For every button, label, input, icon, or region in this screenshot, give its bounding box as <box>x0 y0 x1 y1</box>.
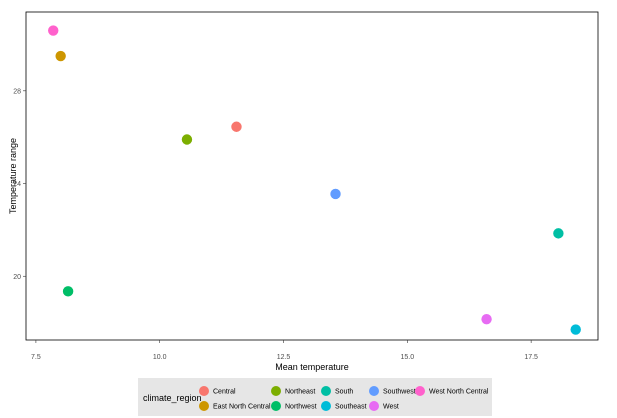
legend: climate_region Central East North Central… <box>138 378 492 416</box>
legend-label: West <box>383 404 399 411</box>
legend-key <box>369 401 379 411</box>
x-tick-label: 17.5 <box>524 354 538 361</box>
legend-item-northeast: Northeast <box>271 386 315 396</box>
legend-label: Southwest <box>383 389 416 396</box>
legend-item-east-north-central: East North Central <box>199 401 271 411</box>
x-tick-label: 15.0 <box>401 354 415 361</box>
point-central <box>231 121 242 132</box>
legend-label: Northwest <box>285 404 317 411</box>
legend-label: Central <box>213 389 236 396</box>
x-tick-label: 7.5 <box>31 354 41 361</box>
y-tick-label: 20 <box>13 274 21 281</box>
legend-item-south: South <box>321 386 353 396</box>
y-tick-label: 24 <box>13 181 21 188</box>
y-tick-label: 28 <box>13 88 21 95</box>
point-southwest <box>330 188 341 200</box>
plot-panel <box>25 11 599 341</box>
legend-key <box>415 386 425 396</box>
legend-item-west-north-central: West North Central <box>415 386 489 396</box>
legend-item-central: Central <box>199 386 236 396</box>
point-west <box>481 313 492 325</box>
point-west-north-central <box>48 25 59 36</box>
legend-key <box>199 386 209 396</box>
x-axis-title: Mean temperature <box>275 362 349 372</box>
legend-key <box>321 401 331 411</box>
point-northwest <box>62 286 74 297</box>
x-axis: 7.5 10.0 12.5 15.0 17.5 <box>31 340 538 361</box>
x-tick-label: 12.5 <box>277 354 291 361</box>
legend-background <box>138 378 492 416</box>
legend-label: East North Central <box>213 404 271 411</box>
y-axis: 20 24 28 <box>13 88 26 281</box>
legend-title: climate_region <box>143 393 202 403</box>
point-northeast <box>181 134 193 145</box>
legend-items: Central East North Central Northeast Northw… <box>199 386 489 411</box>
legend-label: West North Central <box>429 389 489 396</box>
legend-key <box>271 386 281 396</box>
point-east-north-central <box>55 50 66 62</box>
legend-item-southeast: Southeast <box>321 401 367 411</box>
x-tick-label: 10.0 <box>153 354 167 361</box>
legend-item-northwest: Northwest <box>271 401 317 411</box>
legend-key <box>321 386 331 396</box>
legend-item-southwest: Southwest <box>369 386 416 396</box>
point-south <box>553 228 564 239</box>
legend-label: Southeast <box>335 404 367 411</box>
legend-label: South <box>335 389 353 396</box>
legend-key <box>199 401 209 411</box>
legend-key <box>271 401 281 411</box>
data-points <box>48 25 581 335</box>
legend-label: Northeast <box>285 389 315 396</box>
legend-item-west: West <box>369 401 399 411</box>
point-southeast <box>570 324 581 335</box>
legend-key <box>369 386 379 396</box>
y-axis-title: Temperature range <box>8 138 18 214</box>
